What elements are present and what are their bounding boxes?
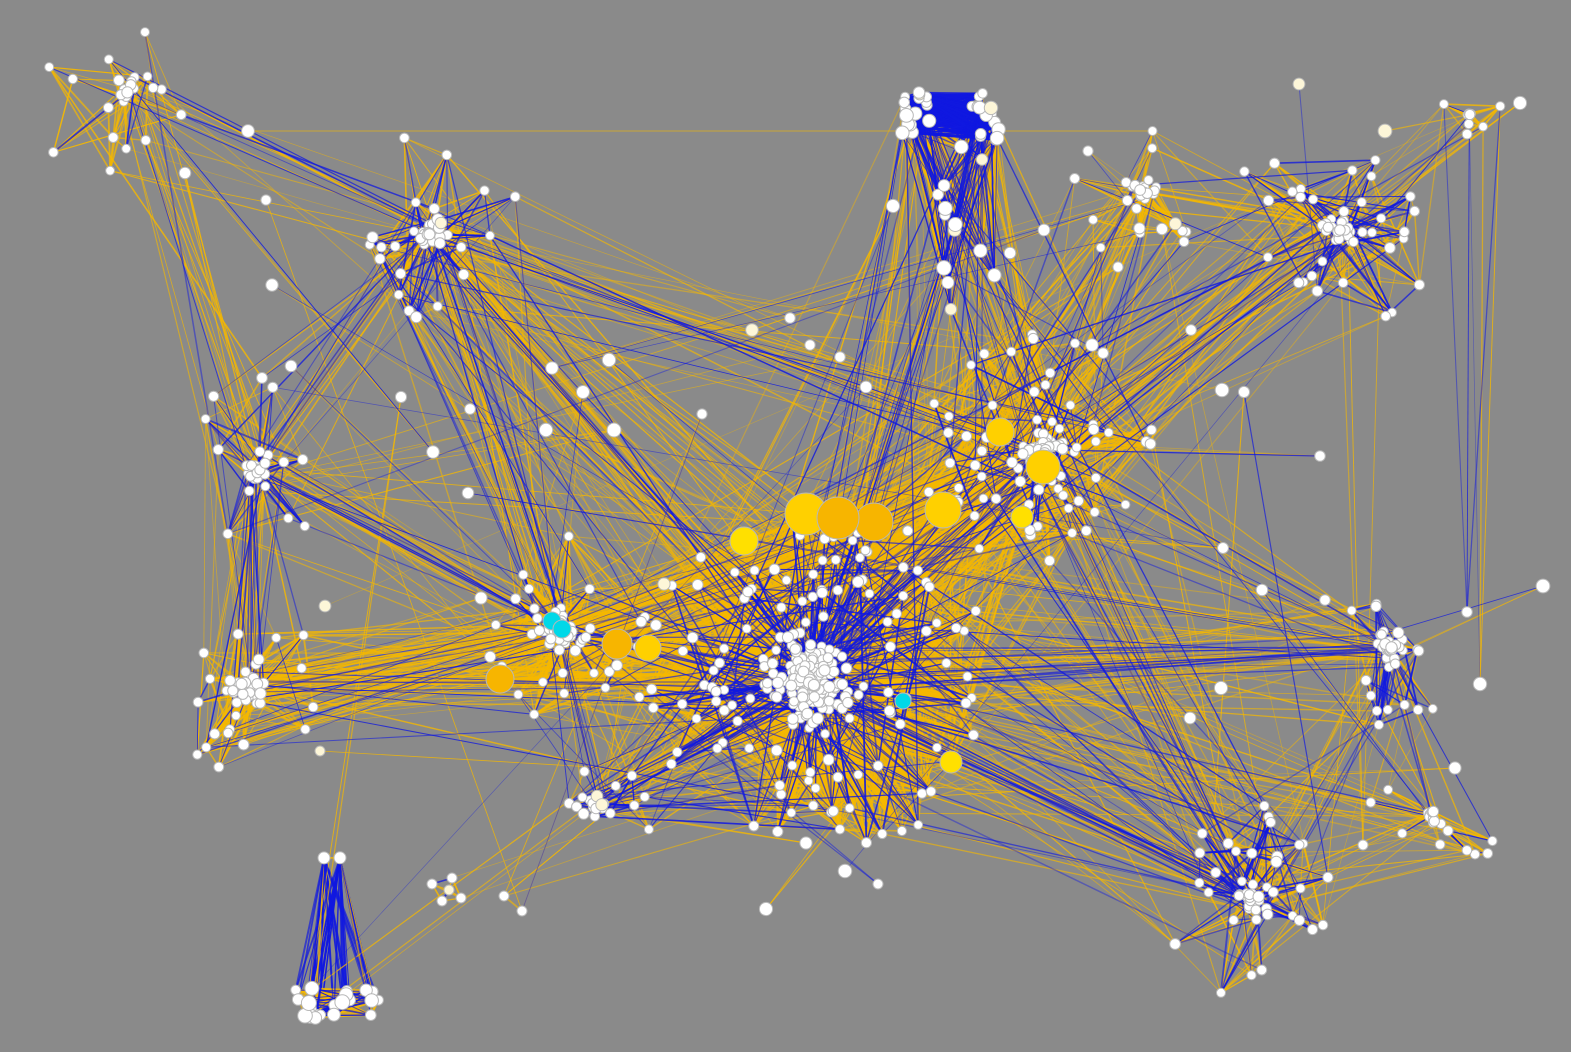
edge <box>434 189 485 210</box>
edge <box>1413 211 1421 285</box>
edge <box>72 78 119 81</box>
edge <box>1342 210 1416 284</box>
edge <box>53 87 154 153</box>
edge <box>1385 238 1405 317</box>
edge <box>1152 130 1187 232</box>
edge <box>1443 103 1501 107</box>
edge <box>48 66 111 172</box>
edge <box>1131 130 1154 187</box>
edge <box>404 137 448 156</box>
edge <box>52 78 74 153</box>
edge <box>379 243 425 260</box>
edge <box>297 857 325 1000</box>
edge <box>144 76 149 141</box>
edge <box>1300 159 1376 198</box>
edge <box>1330 170 1353 220</box>
edge <box>144 31 182 115</box>
edge <box>297 857 341 1000</box>
edge <box>435 190 485 222</box>
edge <box>209 633 239 680</box>
edge <box>48 66 114 139</box>
edge <box>1311 275 1387 317</box>
edge <box>72 78 122 96</box>
edge <box>49 66 131 91</box>
edge <box>272 387 304 460</box>
edge <box>323 857 343 1003</box>
edge <box>1389 196 1411 249</box>
